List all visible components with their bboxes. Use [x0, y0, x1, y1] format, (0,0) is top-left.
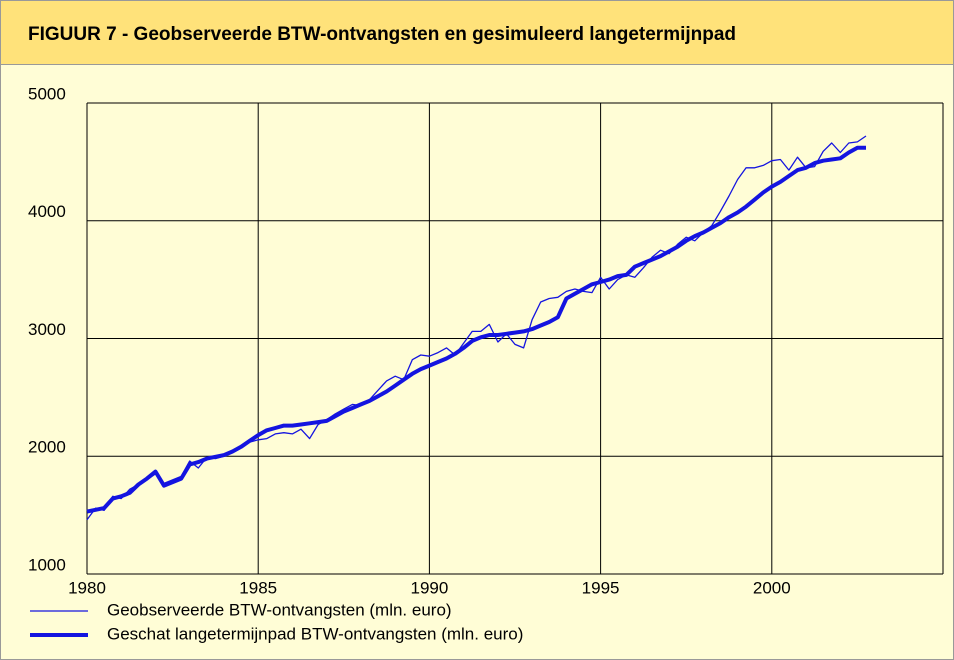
y-tick-label: 5000	[28, 84, 66, 103]
x-tick-label: 1980	[68, 578, 106, 597]
legend-label: Geschat langetermijnpad BTW-ontvangsten …	[107, 624, 523, 643]
x-tick-label: 1990	[410, 578, 448, 597]
y-tick-label: 1000	[28, 555, 66, 574]
header	[0, 0, 954, 65]
x-tick-label: 1995	[582, 578, 620, 597]
x-tick-label: 2000	[753, 578, 791, 597]
data-line	[86, 145, 866, 514]
legend-label: Geobserveerde BTW-ontvangsten (mln. euro…	[107, 600, 452, 619]
chart-title: FIGUUR 7 - Geobserveerde BTW-ontvangsten…	[28, 24, 736, 45]
y-tick-label: 2000	[28, 438, 66, 457]
y-tick-label: 3000	[28, 320, 66, 339]
y-tick-label: 4000	[28, 202, 66, 221]
x-tick-label: 1985	[239, 578, 277, 597]
